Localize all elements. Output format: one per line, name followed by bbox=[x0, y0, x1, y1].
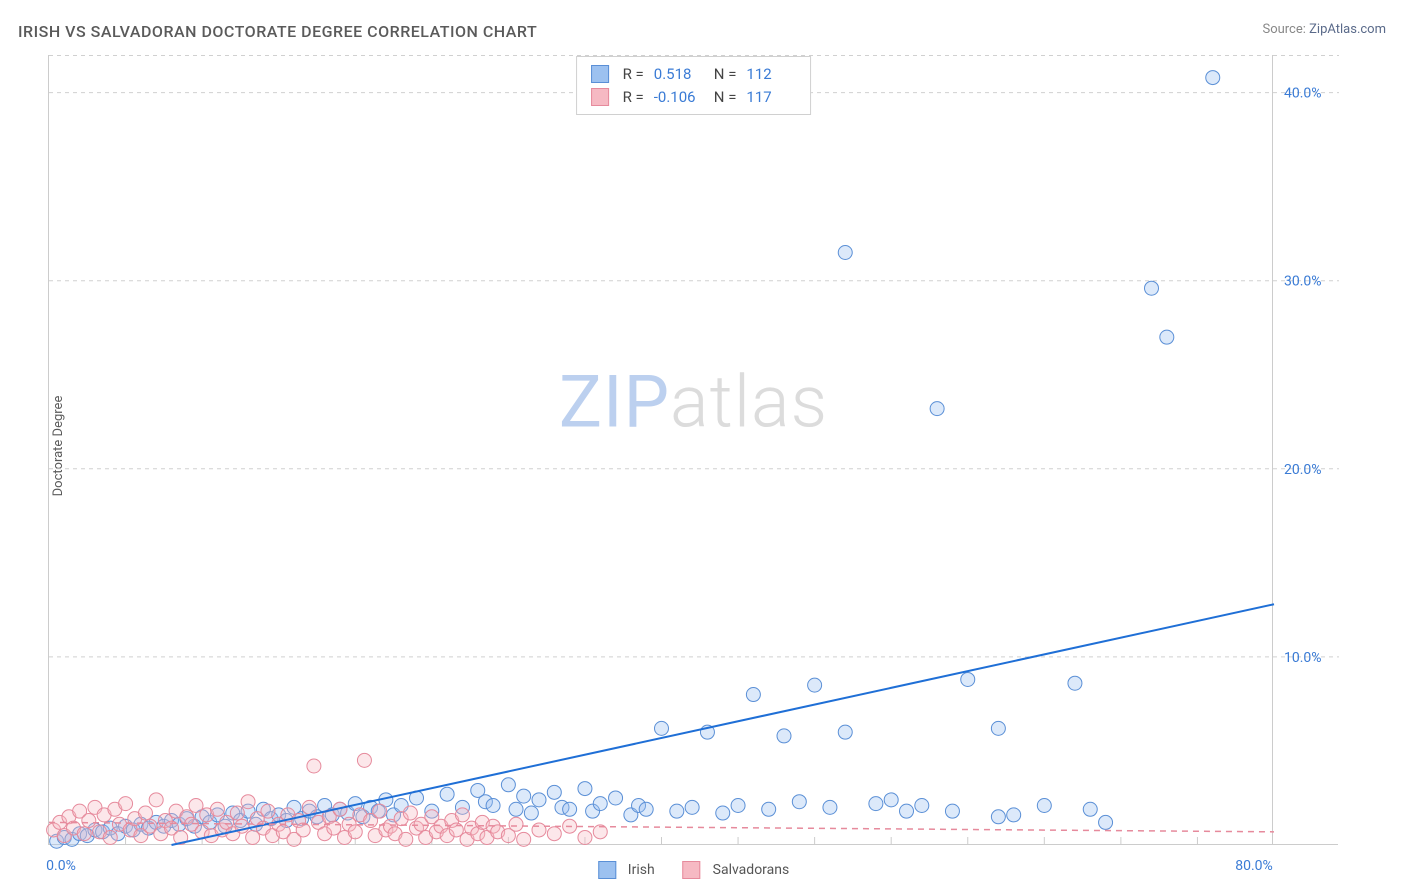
swatch-irish bbox=[591, 65, 609, 83]
n-label: N = bbox=[714, 63, 737, 86]
n-label: N = bbox=[714, 86, 737, 109]
source-attribution: Source: ZipAtlas.com bbox=[1262, 22, 1386, 37]
r-value-irish: 0.518 bbox=[654, 63, 704, 86]
correlation-legend: R = 0.518 N = 112 R = -0.106 N = 117 bbox=[576, 56, 812, 115]
legend-label-salvadorans: Salvadorans bbox=[713, 862, 790, 878]
svg-text:80.0%: 80.0% bbox=[1235, 858, 1273, 874]
chart-svg: 10.0%20.0%30.0%40.0%0.0%80.0% bbox=[49, 55, 1338, 844]
swatch-irish bbox=[598, 861, 616, 879]
n-value-irish: 112 bbox=[746, 63, 796, 86]
svg-text:30.0%: 30.0% bbox=[1284, 274, 1322, 290]
legend-item-salvadorans: Salvadorans bbox=[683, 861, 790, 879]
swatch-salvadorans bbox=[591, 88, 609, 106]
legend-row-salvadorans: R = -0.106 N = 117 bbox=[591, 86, 797, 109]
svg-text:10.0%: 10.0% bbox=[1284, 650, 1322, 666]
svg-text:20.0%: 20.0% bbox=[1284, 462, 1322, 478]
source-label: Source: bbox=[1262, 22, 1309, 37]
legend-label-irish: Irish bbox=[628, 862, 655, 878]
plot-area: ZIPatlas 10.0%20.0%30.0%40.0%0.0%80.0% R… bbox=[48, 55, 1338, 845]
chart-title: IRISH VS SALVADORAN DOCTORATE DEGREE COR… bbox=[18, 22, 537, 41]
r-label: R = bbox=[623, 86, 644, 109]
legend-item-irish: Irish bbox=[598, 861, 655, 879]
r-label: R = bbox=[623, 63, 644, 86]
svg-text:40.0%: 40.0% bbox=[1284, 86, 1322, 102]
series-legend: Irish Salvadorans bbox=[598, 861, 789, 879]
legend-row-irish: R = 0.518 N = 112 bbox=[591, 63, 797, 86]
source-link[interactable]: ZipAtlas.com bbox=[1309, 22, 1386, 37]
swatch-salvadorans bbox=[683, 861, 701, 879]
r-value-salvadorans: -0.106 bbox=[654, 86, 704, 109]
svg-text:0.0%: 0.0% bbox=[46, 858, 76, 874]
n-value-salvadorans: 117 bbox=[746, 86, 796, 109]
